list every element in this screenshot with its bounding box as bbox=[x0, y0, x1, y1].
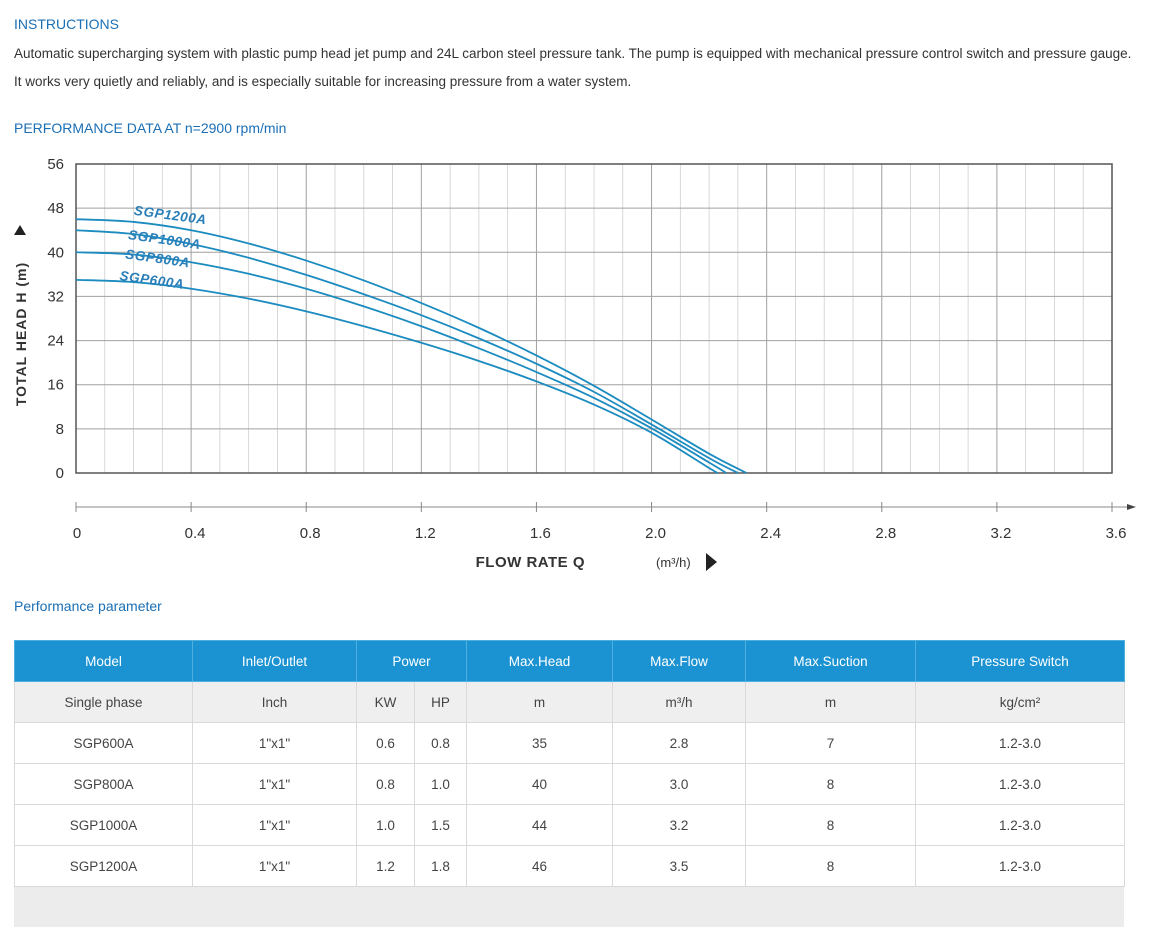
table-row: SGP800A 1"x1" 0.8 1.0 40 3.0 8 1.2-3.0 bbox=[14, 763, 1126, 805]
instructions-title: INSTRUCTIONS bbox=[14, 16, 119, 32]
unit-cell: HP bbox=[413, 681, 468, 723]
table-row: SGP1000A 1"x1" 1.0 1.5 44 3.2 8 1.2-3.0 bbox=[14, 804, 1126, 846]
header-max-head: Max.Head bbox=[466, 640, 614, 682]
table-cell: 1.5 bbox=[413, 804, 468, 846]
table-cell: 0.8 bbox=[356, 763, 415, 805]
table-cell: 44 bbox=[466, 804, 614, 846]
instructions-text: Automatic supercharging system with plas… bbox=[14, 46, 1132, 89]
table-cell: SGP600A bbox=[14, 722, 193, 764]
y-tick-label: 0 bbox=[56, 465, 64, 482]
table-cell: 1"x1" bbox=[192, 722, 357, 764]
unit-cell: KW bbox=[356, 681, 415, 723]
unit-cell: m bbox=[466, 681, 614, 723]
y-tick-label: 8 bbox=[56, 421, 64, 438]
x-tick-label: 2.0 bbox=[645, 525, 666, 542]
x-tick-label: 0 bbox=[73, 525, 81, 542]
table-cell: SGP800A bbox=[14, 763, 193, 805]
table-cell: 1"x1" bbox=[192, 804, 357, 846]
unit-cell: m³/h bbox=[612, 681, 747, 723]
x-axis-label: FLOW RATE Q bbox=[476, 554, 585, 571]
y-tick-labels: 0 8 16 24 32 40 48 56 bbox=[47, 156, 64, 482]
table-cell: 3.2 bbox=[612, 804, 747, 846]
x-tick-label: 2.8 bbox=[875, 525, 896, 542]
table-cell: 1"x1" bbox=[192, 845, 357, 887]
table-cell: 1"x1" bbox=[192, 763, 357, 805]
x-axis-label-arrow-icon bbox=[706, 553, 717, 571]
unit-cell: m bbox=[745, 681, 917, 723]
table-footer-band bbox=[14, 887, 1124, 927]
curve-sgp1000a bbox=[75, 229, 739, 474]
y-tick-label: 32 bbox=[47, 288, 64, 305]
x-tick-label: 2.4 bbox=[760, 525, 781, 542]
unit-cell: Inch bbox=[192, 681, 357, 723]
curve-sgp1200a bbox=[75, 218, 747, 474]
table-cell: 3.0 bbox=[612, 763, 747, 805]
header-inlet-outlet: Inlet/Outlet bbox=[192, 640, 357, 682]
table-cell: 1.2 bbox=[356, 845, 415, 887]
curve-sgp800a bbox=[75, 251, 727, 474]
table-cell: 1.2-3.0 bbox=[915, 763, 1126, 805]
y-tick-label: 56 bbox=[47, 156, 64, 173]
x-tick-label: 3.6 bbox=[1106, 525, 1127, 542]
table-cell: 1.2-3.0 bbox=[915, 804, 1126, 846]
plot-frame bbox=[75, 163, 1113, 474]
curve-sgp600a bbox=[75, 278, 719, 474]
y-tick-label: 24 bbox=[47, 333, 64, 350]
performance-title: PERFORMANCE DATA AT n=2900 rpm/min bbox=[14, 120, 287, 136]
table-cell: 2.8 bbox=[612, 722, 747, 764]
parameters-title: Performance parameter bbox=[14, 598, 162, 614]
table-cell: 0.8 bbox=[413, 722, 468, 764]
x-tick-labels: 0 0.4 0.8 1.2 1.6 2.0 2.4 2.8 3.2 3.6 bbox=[73, 525, 1127, 542]
y-tick-label: 16 bbox=[47, 377, 64, 394]
header-model: Model bbox=[14, 640, 193, 682]
parameters-table: Model Inlet/Outlet Power Max.Head Max.Fl… bbox=[14, 640, 1126, 887]
table-cell: 7 bbox=[745, 722, 917, 764]
unit-cell: Single phase bbox=[14, 681, 193, 723]
x-tick-label: 1.6 bbox=[530, 525, 551, 542]
unit-cell: kg/cm² bbox=[915, 681, 1126, 723]
y-axis-label-arrow-icon bbox=[14, 225, 26, 235]
x-axis bbox=[75, 502, 1136, 512]
table-cell: 8 bbox=[745, 804, 917, 846]
table-cell: 46 bbox=[466, 845, 614, 887]
table-row: SGP1200A 1"x1" 1.2 1.8 46 3.5 8 1.2-3.0 bbox=[14, 845, 1126, 887]
y-axis-label: TOTAL HEAD H (m) bbox=[13, 262, 29, 406]
units-row: Single phase Inch KW HP m m³/h m kg/cm² bbox=[14, 681, 1126, 723]
x-tick-label: 1.2 bbox=[415, 525, 436, 542]
y-tick-label: 40 bbox=[47, 244, 64, 261]
table-cell: 8 bbox=[745, 845, 917, 887]
table-cell: 1.0 bbox=[356, 804, 415, 846]
series-label-sgp800a: SGP800A bbox=[125, 246, 191, 270]
x-tick-label: 0.4 bbox=[185, 525, 206, 542]
table-header-row: Model Inlet/Outlet Power Max.Head Max.Fl… bbox=[14, 640, 1126, 682]
table-cell: 40 bbox=[466, 763, 614, 805]
table-cell: 8 bbox=[745, 763, 917, 805]
x-tick-label: 0.8 bbox=[300, 525, 321, 542]
table-cell: 3.5 bbox=[612, 845, 747, 887]
header-max-suction: Max.Suction bbox=[745, 640, 917, 682]
x-tick-label: 3.2 bbox=[990, 525, 1011, 542]
table-cell: 1.2-3.0 bbox=[915, 722, 1126, 764]
x-axis-unit: (m³/h) bbox=[656, 555, 691, 570]
table-cell: 1.2-3.0 bbox=[915, 845, 1126, 887]
table-cell: 35 bbox=[466, 722, 614, 764]
header-max-flow: Max.Flow bbox=[612, 640, 747, 682]
parameters-table-container: Model Inlet/Outlet Power Max.Head Max.Fl… bbox=[14, 640, 1126, 887]
chart-grid bbox=[76, 164, 1112, 473]
table-row: SGP600A 1"x1" 0.6 0.8 35 2.8 7 1.2-3.0 bbox=[14, 722, 1126, 764]
table-cell: 0.6 bbox=[356, 722, 415, 764]
x-axis-arrow-icon bbox=[1127, 504, 1136, 510]
header-pressure-switch: Pressure Switch bbox=[915, 640, 1126, 682]
performance-chart: 0 8 16 24 32 40 48 56 0 0.4 0.8 1.2 1.6 2.0 2.4 2.8 3.2… bbox=[13, 156, 1136, 571]
y-tick-label: 48 bbox=[47, 200, 64, 217]
table-cell: SGP1000A bbox=[14, 804, 193, 846]
header-power: Power bbox=[355, 640, 468, 682]
table-cell: 1.0 bbox=[413, 763, 468, 805]
table-cell: 1.8 bbox=[413, 845, 468, 887]
series-label-sgp600a: SGP600A bbox=[119, 268, 185, 292]
table-cell: SGP1200A bbox=[14, 845, 193, 887]
